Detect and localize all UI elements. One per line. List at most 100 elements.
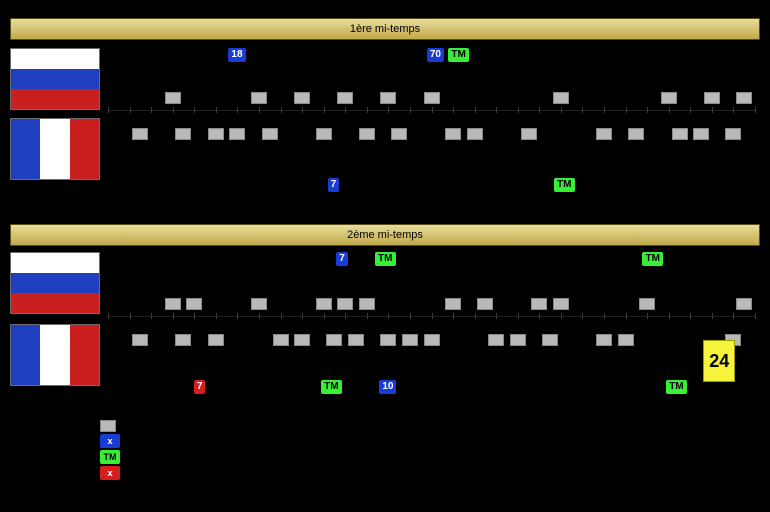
goal-marker — [596, 128, 612, 140]
goal-marker — [208, 334, 224, 346]
rus-flag — [10, 252, 100, 314]
minute-tick — [324, 313, 325, 319]
goal-marker — [229, 128, 245, 140]
legend-green-icon: TM — [100, 450, 120, 464]
minute-tick — [324, 107, 325, 113]
goal-marker — [316, 298, 332, 310]
goal-marker — [380, 92, 396, 104]
goal-marker — [477, 298, 493, 310]
minute-tick — [432, 313, 433, 319]
minute-tick — [539, 107, 540, 113]
goal-marker — [445, 298, 461, 310]
minute-tick — [194, 313, 195, 319]
goal-marker — [693, 128, 709, 140]
legend: xTMx — [100, 420, 128, 482]
minute-tick — [604, 107, 605, 113]
minute-tick — [345, 107, 346, 113]
minute-tick — [367, 107, 368, 113]
minute-tick — [345, 313, 346, 319]
goal-marker — [510, 334, 526, 346]
minute-tick — [130, 313, 131, 319]
goal-marker — [553, 92, 569, 104]
minute-tick — [410, 107, 411, 113]
minute-tick — [302, 107, 303, 113]
event-green: TM — [375, 252, 395, 266]
goal-marker — [294, 334, 310, 346]
minute-tick — [130, 107, 131, 113]
rus-flag — [10, 48, 100, 110]
minute-tick — [518, 313, 519, 319]
minute-tick — [669, 313, 670, 319]
goal-marker — [262, 128, 278, 140]
minute-tick — [410, 313, 411, 319]
goal-marker — [672, 128, 688, 140]
event-green: TM — [321, 380, 341, 394]
goal-marker — [165, 92, 181, 104]
minute-tick — [367, 313, 368, 319]
goal-marker — [639, 298, 655, 310]
legend-goal-icon — [100, 420, 116, 432]
goal-marker — [725, 128, 741, 140]
goal-marker — [132, 334, 148, 346]
minute-tick — [733, 107, 734, 113]
minute-tick — [281, 313, 282, 319]
minute-tick — [647, 313, 648, 319]
goal-marker — [467, 128, 483, 140]
minute-tick — [453, 313, 454, 319]
minute-tick — [173, 313, 174, 319]
minute-tick — [582, 107, 583, 113]
minute-tick — [712, 107, 713, 113]
event-red: 7 — [194, 380, 206, 394]
minute-tick — [626, 313, 627, 319]
minute-tick — [388, 313, 389, 319]
minute-tick — [475, 313, 476, 319]
goal-marker — [348, 334, 364, 346]
minute-tick — [496, 107, 497, 113]
minute-tick — [626, 107, 627, 113]
minute-tick — [453, 107, 454, 113]
goal-marker — [326, 334, 342, 346]
goal-marker — [165, 298, 181, 310]
event-blue: 70 — [427, 48, 444, 62]
half-banner: 2ème mi-temps — [10, 224, 760, 246]
goal-marker — [359, 298, 375, 310]
goal-marker — [337, 298, 353, 310]
event-blue: 10 — [379, 380, 396, 394]
minute-tick — [733, 313, 734, 319]
fra-flag — [10, 324, 100, 386]
minute-tick — [561, 107, 562, 113]
event-blue: 18 — [228, 48, 245, 62]
minute-tick — [216, 107, 217, 113]
goal-marker — [359, 128, 375, 140]
goal-marker — [628, 128, 644, 140]
minute-tick — [604, 313, 605, 319]
minute-tick — [237, 107, 238, 113]
goal-marker — [380, 334, 396, 346]
minute-tick — [388, 107, 389, 113]
legend-red-icon: x — [100, 466, 120, 480]
goal-marker — [704, 92, 720, 104]
minute-tick — [518, 107, 519, 113]
goal-marker — [445, 128, 461, 140]
goal-marker — [521, 128, 537, 140]
event-green: TM — [448, 48, 468, 62]
goal-marker — [402, 334, 418, 346]
goal-marker — [736, 92, 752, 104]
minute-tick — [281, 107, 282, 113]
goal-marker — [175, 334, 191, 346]
goal-marker — [294, 92, 310, 104]
goal-marker — [736, 298, 752, 310]
event-green: TM — [666, 380, 686, 394]
minute-tick — [302, 313, 303, 319]
minute-tick — [108, 107, 109, 113]
minute-tick — [561, 313, 562, 319]
minute-tick — [173, 107, 174, 113]
goal-marker — [553, 298, 569, 310]
minute-tick — [151, 107, 152, 113]
event-green: TM — [554, 178, 574, 192]
event-green: TM — [642, 252, 662, 266]
minute-tick — [669, 107, 670, 113]
half-banner: 1ère mi-temps — [10, 18, 760, 40]
event-blue: 7 — [328, 178, 340, 192]
goal-marker — [424, 334, 440, 346]
